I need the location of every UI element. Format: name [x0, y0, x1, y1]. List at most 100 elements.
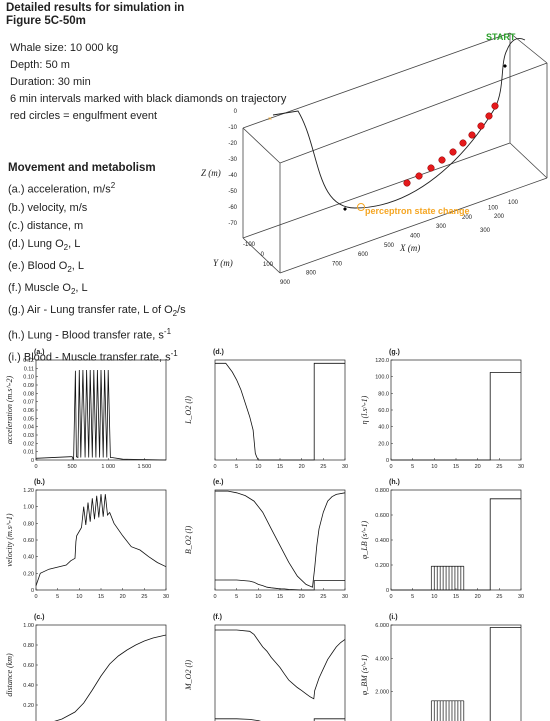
- y-tick-label: 0.02: [23, 441, 34, 447]
- y-tick-label: 0.05: [23, 416, 34, 422]
- x-tick-label: 30: [163, 594, 169, 600]
- engulfment-circle: [415, 172, 423, 180]
- x-tick-label: 5: [235, 594, 238, 600]
- panel-h: (h.) 0 5 10 15 20 25 30 0 0.200 0.400 0.600 0.800 φ_L…: [360, 479, 524, 600]
- y-tick-label: 0.09: [23, 383, 34, 389]
- y-tick-label: 0.60: [23, 663, 34, 669]
- x-tick-label: 300: [480, 228, 491, 234]
- engulfment-circle: [438, 156, 446, 164]
- panel-d: (d.) 0 5 10 15 20 25 30 L_O2 (l): [184, 349, 348, 470]
- panel-frame: [214, 489, 346, 591]
- x-tick-label: 500: [384, 243, 395, 249]
- x-tick-label: 25: [496, 464, 502, 470]
- panel-e: (e.) 0 5 10 15 20 25 30 B_O2 (l): [184, 479, 348, 600]
- x-tick-label: 900: [280, 280, 291, 286]
- x-tick-label: 0: [213, 594, 216, 600]
- z-tick-label: -10: [228, 125, 237, 131]
- x-tick-label: 600: [358, 252, 369, 258]
- box-edge: [242, 32, 511, 129]
- y-tick-label: 0.80: [23, 643, 34, 649]
- panel-c: (c.)05101520253000.200.400.600.801.00dis…: [5, 614, 167, 721]
- y-axis-label: φ_LB (s^-1): [360, 521, 369, 560]
- panel-label: (b.): [34, 479, 45, 486]
- x-axis-label: X (m): [399, 243, 420, 253]
- state-change-marker: [357, 203, 365, 211]
- y-tick-label: 0.20: [23, 703, 34, 709]
- y-tick-label: 0.40: [23, 683, 34, 689]
- panel-label: (f.): [213, 614, 222, 621]
- panel-label: (e.): [213, 479, 224, 486]
- x-tick-label: 10: [255, 594, 261, 600]
- series-line: [35, 494, 167, 586]
- panel-label: (d.): [213, 349, 224, 356]
- y-tick-label: 0.07: [23, 400, 34, 406]
- series-line: [391, 498, 521, 591]
- y-tick-label: 4.000: [375, 656, 389, 662]
- panel-label: (g.): [389, 349, 400, 356]
- box-edge: [242, 142, 511, 239]
- x-tick-label: 5: [411, 594, 414, 600]
- y-axis-label: L_O2 (l): [184, 396, 193, 425]
- x-tick-label: 20: [299, 594, 305, 600]
- y-tick-label: 80.0: [378, 391, 389, 397]
- diamond-marker: [343, 207, 347, 211]
- series-line: [35, 369, 167, 461]
- x-tick-label: 30: [342, 464, 348, 470]
- panel-label: (c.): [34, 614, 45, 621]
- y-axis-label: φ_BM (s^-1): [360, 654, 369, 695]
- y-tick-label: 6.000: [375, 623, 389, 629]
- x-tick-label: 10: [431, 594, 437, 600]
- y-tick-label: 20.0: [378, 441, 389, 447]
- param-diamonds: 6 min intervals marked with black diamon…: [10, 93, 287, 105]
- panel-frame: [35, 624, 167, 721]
- x-tick-label: 10: [76, 594, 82, 600]
- panel-frame: [214, 359, 346, 461]
- y-tick-label: 0: [31, 588, 34, 594]
- simulation-parameters: Whale size: 10 000 kg Depth: 50 m Durati…: [10, 40, 286, 125]
- panel-frame: [390, 489, 522, 591]
- y-axis-label: acceleration (m.s^-2): [5, 376, 14, 445]
- x-tick-label: 25: [320, 594, 326, 600]
- y-tick-label: 0.10: [23, 375, 34, 381]
- legend-title: Movement and metabolism: [8, 162, 156, 174]
- y-tick-label: 0.800: [375, 488, 389, 494]
- trajectory-path: [272, 38, 526, 209]
- box-edge: [509, 142, 548, 179]
- y-tick-label: 0: [386, 588, 389, 594]
- y-axis-label: η (l.s^-1): [360, 395, 369, 424]
- z-tick-label: -30: [228, 157, 237, 163]
- y-tick-label: 0.200: [375, 563, 389, 569]
- x-tick-label: 0: [34, 464, 37, 470]
- y-tick-label: 2.000: [375, 690, 389, 696]
- y-axis-label: M_O2 (l): [184, 660, 193, 691]
- panel-frame: [214, 624, 346, 721]
- y-tick-label: 1.00: [23, 623, 34, 629]
- x-tick-label: 800: [306, 271, 317, 277]
- x-tick-label: 0: [213, 464, 216, 470]
- x-tick-label: 200: [462, 215, 473, 221]
- page-title: Detailed results for simulation in Figur…: [6, 2, 185, 27]
- y-tick-label: 0.40: [23, 555, 34, 561]
- x-tick-label: 30: [518, 594, 524, 600]
- panel-label: (h.): [389, 479, 400, 486]
- y-tick-label: -100: [243, 242, 256, 248]
- x-tick-label: 5: [411, 464, 414, 470]
- panel-label: (a.): [34, 349, 45, 356]
- x-tick-label: 1 500: [137, 464, 151, 470]
- y-tick-label: 100: [263, 262, 274, 268]
- engulfment-circle: [459, 139, 467, 147]
- x-tick-label: 5: [235, 464, 238, 470]
- panel-a: (a.) 0 500 1 000 1 500 0 0.01 0.02 0.03 0.04 0.05 0…: [5, 349, 167, 470]
- z-tick-label: -60: [228, 205, 237, 211]
- series-line: [215, 362, 345, 461]
- y-tick-label: 40.0: [378, 425, 389, 431]
- x-tick-label: 400: [410, 234, 421, 240]
- series-line: [391, 372, 521, 461]
- variable-item: (c.) distance, m: [8, 219, 84, 232]
- y-tick-label: 0.400: [375, 538, 389, 544]
- x-tick-label: 0: [389, 594, 392, 600]
- x-tick-label: 200: [494, 214, 505, 220]
- variable-item: (i.) Blood - Muscle transfer rate, s-1: [8, 349, 178, 364]
- x-tick-label: 1 000: [101, 464, 115, 470]
